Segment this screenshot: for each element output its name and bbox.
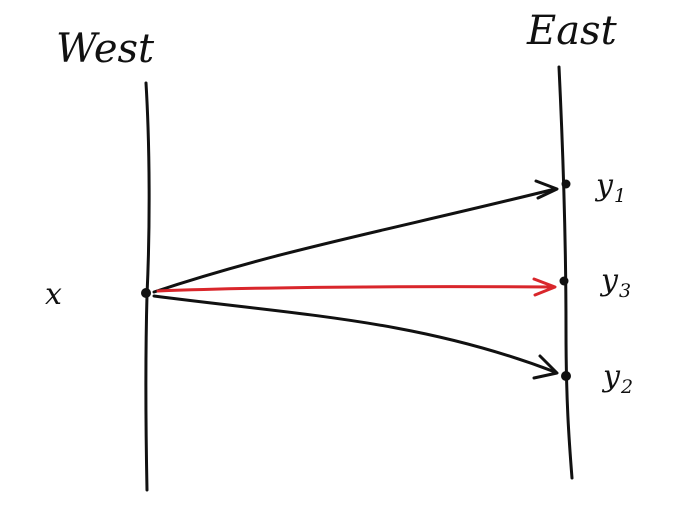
node-label-y2: y2 [601,359,633,398]
node-label-y2-base: y [601,359,621,394]
node-label-y2-sub: 2 [620,376,633,398]
node-label-y1-sub: 1 [614,185,626,207]
west-line [144,81,151,492]
node-label-y1: y1 [594,168,626,207]
node-label-y3-sub: 3 [619,280,631,302]
node-label-y3-base: y [599,263,619,298]
node-y1 [561,179,571,189]
node-label-y1-base: y [594,168,614,203]
arrowhead-y1 [534,179,559,200]
edge-x-y2 [152,294,557,374]
node-x [141,288,151,298]
node-label-y3: y3 [599,263,631,302]
west-title: West [56,26,155,72]
node-y3 [559,276,569,286]
east-line [557,65,574,480]
edge-x-y3 [156,285,556,293]
node-label-x: x [45,277,62,312]
node-y2 [561,371,571,381]
edge-x-y1 [152,187,557,294]
east-title: East [526,8,618,54]
arrowhead-y2 [532,354,559,380]
arrowhead-y3 [532,277,557,297]
